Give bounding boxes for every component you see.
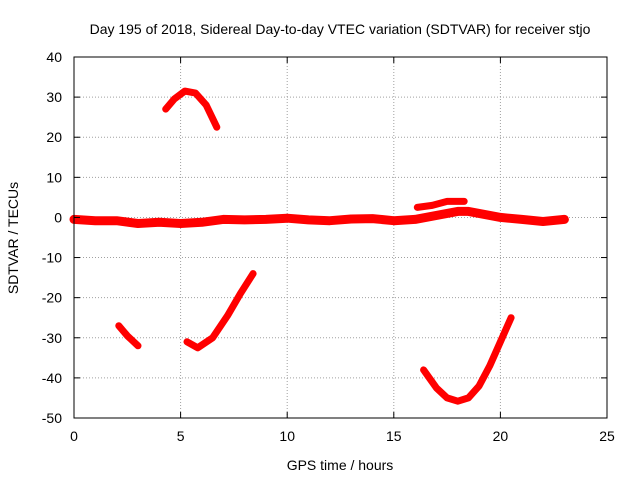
x-tick-label: 25 <box>599 428 615 444</box>
data-point <box>465 208 471 214</box>
data-point <box>195 345 201 351</box>
data-point <box>421 367 427 373</box>
y-axis-label: SDTVAR / TECUs <box>5 182 21 294</box>
data-point <box>433 212 439 218</box>
data-point <box>193 90 198 96</box>
data-point <box>163 106 169 112</box>
x-tick-label: 5 <box>177 428 185 444</box>
data-point <box>433 385 439 391</box>
data-point <box>250 271 256 277</box>
data-point <box>414 204 420 210</box>
x-tick-label: 15 <box>386 428 402 444</box>
data-point <box>124 333 130 339</box>
data-point <box>182 88 188 94</box>
data-point <box>455 398 461 404</box>
data-point <box>412 216 418 222</box>
data-point <box>444 198 450 204</box>
data-point <box>203 102 209 108</box>
data-point <box>476 383 482 389</box>
data-point <box>497 214 503 220</box>
data-point <box>476 210 482 216</box>
data-point <box>114 218 120 224</box>
data-point <box>306 217 311 223</box>
data-point <box>465 395 471 401</box>
data-point <box>178 221 184 226</box>
data-point <box>429 202 435 208</box>
ticks: 0 5 10 15 20 25 -50 -40 -30 -20 -10 0 10 20 30 40 <box>42 49 615 444</box>
series-line-baseline <box>69 206 569 228</box>
y-tick-label: -40 <box>42 370 62 386</box>
data-point <box>135 343 141 349</box>
y-tick-label: 40 <box>46 49 62 65</box>
data-point <box>284 215 290 221</box>
data-point <box>156 219 162 225</box>
data-point <box>497 339 503 345</box>
data-point <box>263 216 269 222</box>
x-tick-label: 10 <box>279 428 295 444</box>
plot-frame <box>73 56 608 419</box>
chart-title: Day 195 of 2018, Sidereal Day-to-day VTE… <box>90 21 591 37</box>
data-point <box>220 216 226 222</box>
data-point <box>461 198 467 204</box>
data-point <box>171 96 177 102</box>
y-tick-label: 10 <box>46 169 62 185</box>
data-point <box>214 124 220 130</box>
data-point <box>237 291 243 297</box>
y-tick-label: 0 <box>54 209 62 225</box>
data-point <box>225 313 230 319</box>
data-point <box>455 208 461 214</box>
data-point <box>487 363 493 369</box>
y-tick-label: -10 <box>42 250 62 266</box>
data-point <box>210 335 216 341</box>
x-axis-label: GPS time / hours <box>287 457 394 473</box>
x-tick-label: 0 <box>70 428 78 444</box>
y-tick-label: 30 <box>46 89 62 105</box>
data-point <box>444 395 450 401</box>
grid <box>74 57 607 418</box>
data-point <box>184 339 190 345</box>
series-group <box>69 87 569 405</box>
series-line-segment-positive-peak <box>162 87 221 131</box>
data-point <box>561 216 567 222</box>
y-tick-label: -50 <box>42 410 62 426</box>
data-point <box>135 221 141 226</box>
data-point <box>391 218 397 224</box>
data-point <box>348 216 354 222</box>
data-point <box>327 218 333 224</box>
data-point <box>508 315 514 321</box>
y-tick-label: 20 <box>46 129 62 145</box>
data-point <box>540 219 546 224</box>
series-line-segment-upper-short <box>413 197 468 211</box>
data-point <box>370 216 375 222</box>
data-point <box>116 323 122 329</box>
series-line-segment-rising <box>183 270 257 352</box>
data-point <box>199 219 205 225</box>
data-point <box>92 218 98 224</box>
y-tick-label: -20 <box>42 290 62 306</box>
data-point <box>519 216 525 222</box>
x-tick-label: 20 <box>493 428 509 444</box>
data-point <box>242 217 248 223</box>
y-tick-label: -30 <box>42 330 62 346</box>
